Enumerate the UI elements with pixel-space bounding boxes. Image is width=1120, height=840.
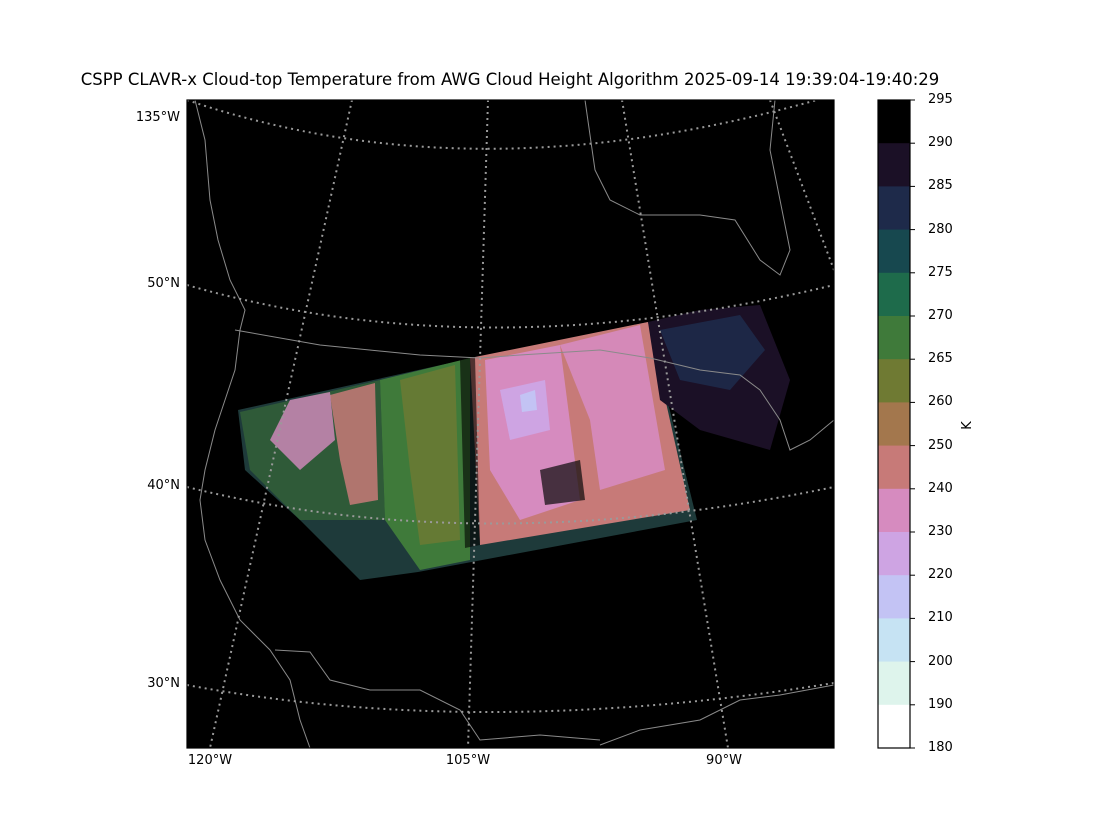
colorbar-segment xyxy=(878,359,910,403)
colorbar-tick-label: 190 xyxy=(928,696,953,712)
colorbar-tick-label: 295 xyxy=(928,92,953,107)
map-frame xyxy=(186,99,835,749)
colorbar-tick-label: 210 xyxy=(928,610,953,626)
colorbar xyxy=(878,99,915,749)
colorbar-frame xyxy=(877,99,911,749)
colorbar-segment xyxy=(878,488,910,533)
graticule xyxy=(187,100,834,748)
colorbar-unit: K xyxy=(959,421,975,430)
lon-label-105w: 105°W xyxy=(445,753,491,768)
colorbar-tick-label: 275 xyxy=(928,264,953,280)
colorbar-tick-label: 200 xyxy=(928,653,953,669)
colorbar-segment xyxy=(878,229,910,274)
colorbar-segment xyxy=(878,575,910,619)
colorbar-tick-label: 220 xyxy=(928,567,953,583)
lat-label-135w: 135°W xyxy=(135,110,180,125)
colorbar-tick-label: 280 xyxy=(928,221,953,237)
colorbar-segment xyxy=(878,618,910,663)
lat-label-40n: 40°N xyxy=(147,478,180,493)
colorbar-segment xyxy=(878,316,910,360)
map-title: CSPP CLAVR-x Cloud-top Temperature from … xyxy=(80,70,940,89)
lon-label-90w: 90°W xyxy=(706,753,742,768)
coastlines-borders xyxy=(194,100,834,748)
colorbar-tick-label: 180 xyxy=(928,740,953,755)
colorbar-tick-label: 285 xyxy=(928,178,953,194)
colorbar-tick-label: 290 xyxy=(928,135,953,151)
cloud-top-swath xyxy=(238,305,790,580)
colorbar-segment xyxy=(878,532,910,576)
colorbar-segment xyxy=(878,661,910,706)
colorbar-tick-label: 240 xyxy=(928,480,953,496)
colorbar-segment xyxy=(878,402,910,447)
colorbar-tick-label: 230 xyxy=(928,524,953,539)
colorbar-segment xyxy=(878,704,910,749)
colorbar-segment xyxy=(878,186,910,231)
colorbar-tick-label: 270 xyxy=(928,308,953,323)
colorbar-tick-label: 265 xyxy=(928,351,953,367)
lat-label-50n: 50°N xyxy=(147,276,180,291)
colorbar-tick-label: 250 xyxy=(928,437,953,453)
lon-label-120w: 120°W xyxy=(187,753,233,768)
lat-label-30n: 30°N xyxy=(147,676,180,691)
colorbar-segment xyxy=(878,445,910,490)
colorbar-segment xyxy=(878,143,910,187)
colorbar-segment xyxy=(878,272,910,317)
colorbar-segment xyxy=(878,100,910,144)
colorbar-tick-label: 260 xyxy=(928,394,953,410)
